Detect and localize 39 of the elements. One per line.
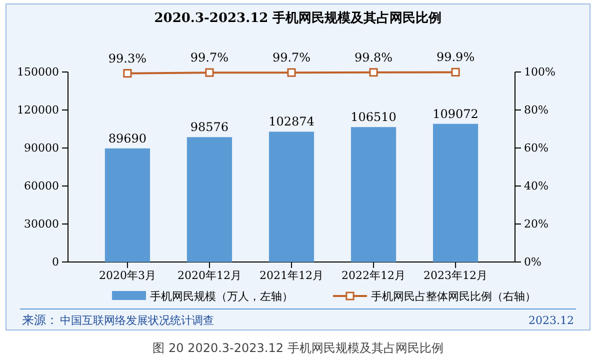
y-tick-label: 30000 <box>24 218 59 231</box>
data-label: 89690 <box>108 131 147 146</box>
text: 中国互联网络发展状况统计调查 <box>60 314 214 327</box>
x-tick-label: 2020年3月 <box>98 268 156 282</box>
data-label: 98576 <box>190 120 229 134</box>
y-tick-label: 90000 <box>24 142 59 155</box>
bar <box>268 132 314 262</box>
y2-tick-label: 20% <box>524 218 548 231</box>
x-tick-label: 2021年12月 <box>260 268 324 282</box>
legend-label: 手机网民规模（万人，左轴） <box>150 290 293 303</box>
legend-label: 手机网民占整体网民比例（右轴） <box>371 290 536 303</box>
y2-tick-label: 60% <box>524 142 548 155</box>
y-tick-label: 150000 <box>17 66 59 79</box>
source-note: 来源： <box>22 313 58 327</box>
chart-title: 2020.3-2023.12 手机网民规模及其占网民比例 <box>154 10 442 26</box>
x-tick-label: 2023年12月 <box>424 268 488 282</box>
y2-tick-label: 80% <box>524 104 548 117</box>
bar <box>186 137 232 262</box>
data-label: 109072 <box>432 106 478 121</box>
data-label: 99.8% <box>354 50 393 64</box>
data-label: 99.7% <box>190 50 229 65</box>
bar <box>350 127 396 262</box>
y2-tick-label: 40% <box>524 180 548 193</box>
x-tick-label: 2022年12月 <box>342 268 406 282</box>
data-label: 99.7% <box>272 50 311 65</box>
data-label: 106510 <box>350 110 396 124</box>
bar <box>432 124 478 262</box>
y-tick-label: 120000 <box>17 104 59 117</box>
y2-tick-label: 0% <box>524 256 542 269</box>
data-label: 102874 <box>268 114 315 129</box>
y2-tick-label: 100% <box>524 66 556 79</box>
y-tick-label: 0 <box>52 256 59 269</box>
caption: 图 20 2020.3-2023.12 手机网民规模及其占网民比例 <box>152 341 444 355</box>
bar <box>104 148 150 262</box>
data-label: 99.3% <box>108 51 147 66</box>
text: 2023.12 <box>528 314 574 327</box>
y-tick-label: 60000 <box>24 180 59 193</box>
x-tick-label: 2020年12月 <box>177 268 242 282</box>
data-label: 99.9% <box>436 50 475 64</box>
